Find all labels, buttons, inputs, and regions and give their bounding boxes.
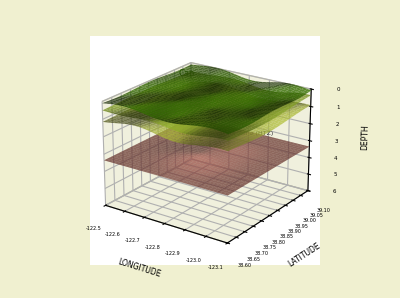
X-axis label: LONGITUDE: LONGITUDE xyxy=(116,257,162,279)
Y-axis label: LATITUDE: LATITUDE xyxy=(287,241,322,268)
